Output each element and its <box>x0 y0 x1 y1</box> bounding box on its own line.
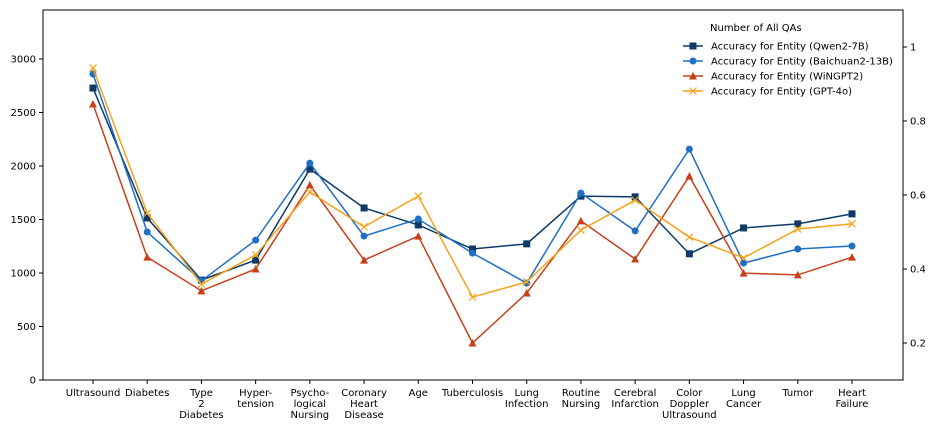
marker <box>577 189 585 197</box>
y2-tick-label: 0.4 <box>910 265 926 276</box>
x-tick-label: Color Doppler Ultrasound <box>662 388 717 421</box>
marker <box>414 192 423 201</box>
marker <box>848 210 856 218</box>
y-tick-label: 0 <box>30 376 36 387</box>
marker <box>251 251 260 259</box>
x-tick-label: Lung Cancer <box>726 388 762 410</box>
marker <box>685 233 694 242</box>
marker <box>740 224 748 232</box>
marker <box>576 216 585 225</box>
marker <box>577 226 585 235</box>
y-tick-label: 2500 <box>11 108 36 119</box>
marker <box>414 232 423 240</box>
x-tick-label: Type 2 Diabetes <box>179 388 223 421</box>
x-tick-label: Tumor <box>781 388 814 399</box>
marker <box>414 221 422 229</box>
marker <box>523 240 531 248</box>
x-tick-label: Cerebral Infarction <box>611 388 658 410</box>
legend-label: Accuracy for Entity (Qwen2-7B) <box>711 42 869 53</box>
marker <box>794 220 802 228</box>
x-tick-label: Ultrasound <box>66 388 121 399</box>
marker <box>848 253 856 261</box>
marker <box>685 250 693 258</box>
x-tick-label: Routine Nursing <box>562 388 601 410</box>
marker <box>143 214 151 222</box>
marker <box>793 225 802 233</box>
marker <box>848 219 856 228</box>
legend-label: Accuracy for Entity (WiNGPT2) <box>711 72 863 83</box>
x-tick-label: Hyper-tension <box>237 388 274 410</box>
x-tick-label: Psycho-logical Nursing <box>290 388 329 421</box>
marker <box>306 159 314 167</box>
marker <box>89 64 97 73</box>
marker <box>305 181 314 189</box>
marker <box>252 256 260 264</box>
x-tick-label: Heart Failure <box>836 388 869 410</box>
marker <box>469 249 476 257</box>
marker <box>414 215 422 223</box>
marker <box>631 227 639 235</box>
marker <box>631 255 640 263</box>
marker <box>739 253 748 262</box>
marker <box>197 280 206 289</box>
marker <box>89 84 97 92</box>
marker <box>143 209 152 218</box>
marker <box>631 193 639 201</box>
legend-title: Number of All QAs <box>710 23 802 34</box>
x-tick-label: Coronary Heart Disease <box>341 388 387 421</box>
marker <box>689 57 697 65</box>
marker <box>740 259 748 267</box>
marker <box>143 253 152 261</box>
marker <box>689 72 697 80</box>
marker <box>793 270 802 279</box>
marker <box>251 265 260 273</box>
y2-tick-label: 0.8 <box>910 117 926 128</box>
marker <box>468 293 477 302</box>
legend-label: Accuracy for Entity (Baichuan2-13B) <box>711 57 893 68</box>
marker <box>89 99 97 108</box>
marker <box>631 196 640 205</box>
marker <box>522 289 531 297</box>
y-tick-label: 2000 <box>11 162 36 173</box>
marker <box>739 269 748 277</box>
x-tick-label: Tuberculosis <box>441 388 503 399</box>
x-tick-label: Lung Infection <box>505 388 549 410</box>
y2-tick-label: 0.6 <box>910 191 926 202</box>
marker <box>685 145 693 153</box>
marker <box>848 242 856 250</box>
marker <box>794 245 802 253</box>
y-tick-label: 500 <box>17 322 36 333</box>
marker <box>689 87 697 95</box>
marker <box>252 236 260 244</box>
marker <box>360 222 368 231</box>
marker <box>143 228 151 236</box>
y-tick-label: 3000 <box>11 55 36 66</box>
marker <box>197 286 206 295</box>
y2-tick-label: 0.2 <box>910 339 926 350</box>
marker <box>305 188 314 196</box>
y-tick-label: 1000 <box>11 269 36 280</box>
x-tick-label: Age <box>409 388 428 399</box>
marker <box>360 204 368 212</box>
series-line <box>92 103 853 345</box>
marker <box>306 165 314 173</box>
marker <box>468 339 477 347</box>
x-tick-label: Diabetes <box>125 388 169 399</box>
y-tick-label: 1500 <box>11 215 36 226</box>
marker <box>360 256 369 264</box>
legend-label: Accuracy for Entity (GPT-4o) <box>711 87 852 98</box>
marker <box>360 232 368 240</box>
marker <box>689 42 697 50</box>
marker <box>685 172 694 180</box>
legend: Number of All QAs Accuracy for Entity (Qw… <box>683 23 893 98</box>
marker <box>522 278 531 286</box>
y2-tick-label: 1 <box>910 43 916 54</box>
marker <box>469 245 476 253</box>
